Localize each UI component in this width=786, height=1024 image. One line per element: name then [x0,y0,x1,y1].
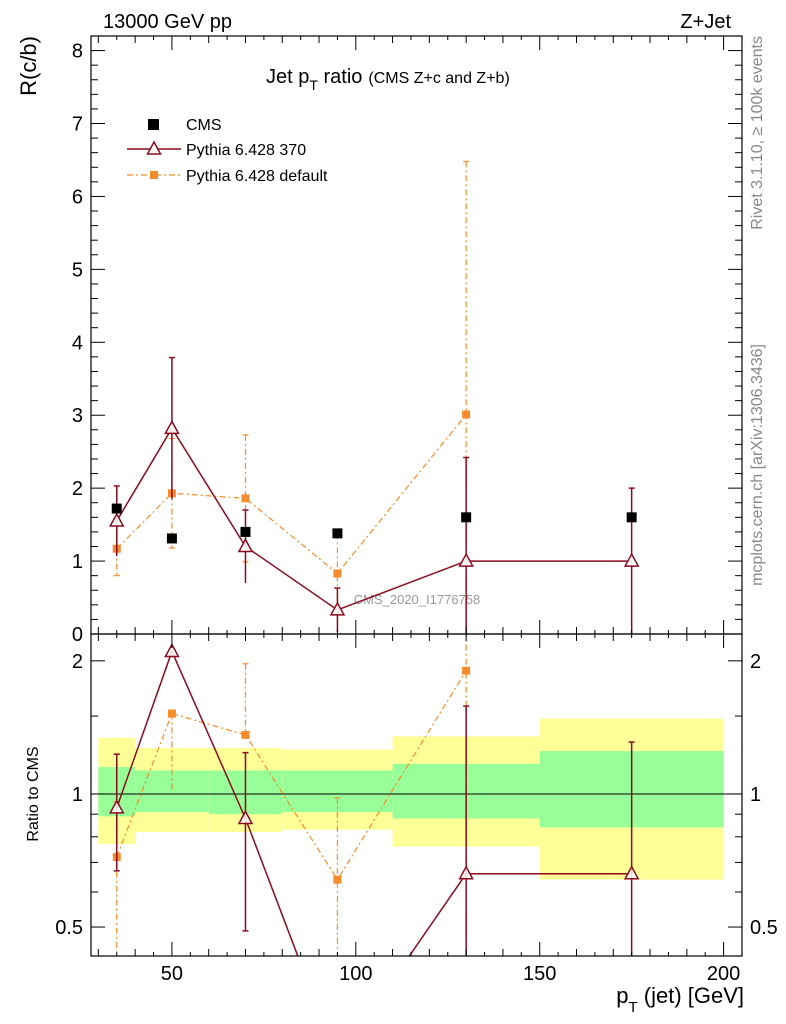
main-plot-layer [108,160,640,634]
series-line-pythia-default [116,414,467,575]
ratio-point-pythia-370 [458,865,474,880]
legend-marker-pythia-370 [146,140,162,155]
y-axis-label: R(c/b) [16,36,41,96]
point-cms [332,528,343,539]
process-label: Z+Jet [680,11,731,33]
title-paren: (CMS Z+c and Z+b) [368,70,509,87]
ratio-line-pythia-default [116,670,467,881]
y-tick-label: 2 [72,478,83,500]
point-cms [166,533,177,544]
x-label-sub: T [628,999,637,1016]
title-sub: T [309,77,318,93]
legend-marker-pythia-default [150,171,158,179]
ratio-tick-label: 2 [72,651,83,673]
legend-label-pythia-370: Pythia 6.428 370 [186,142,306,159]
rivet-version-label: Rivet 3.1.10, ≥ 100k events [749,36,766,230]
legend: CMS Pythia 6.428 370 Pythia 6.428 defaul… [127,117,328,185]
y-tick-label: 1 [72,551,83,573]
point-pythia-default [462,410,471,419]
x-label-main: p [616,983,628,1008]
y-tick-label: 5 [72,259,83,281]
y-tick-label: 6 [72,186,83,208]
ratio-y-axis-label: Ratio to CMS [25,746,42,841]
ratio-point-pythia-default [462,666,471,675]
ratio-plot-frame [90,633,743,957]
ratio-tick-label: 0.5 [55,917,83,939]
title-rest: ratio [318,66,362,88]
ratio-line-pythia-370 [116,649,632,956]
point-pythia-default [333,569,342,578]
point-pythia-370 [237,537,254,553]
plot-frames: 0 1 2 3 4 5 6 7 8 50 100 150 200 0.5 0.5 1 1 2 2 [55,35,778,985]
ratio-point-pythia-370 [108,799,125,814]
point-cms [240,526,251,537]
point-cms [111,503,122,514]
point-pythia-370 [458,552,474,567]
plot-title: Jet pT ratio (CMS Z+c and Z+b) [266,66,510,93]
ratio-point-pythia-370 [237,809,254,825]
legend-label-pythia-default: Pythia 6.428 default [186,168,328,185]
ratio-point-pythia-370 [164,642,180,658]
legend-label-cms: CMS [186,117,222,134]
ratio-point-pythia-default [333,875,342,884]
point-pythia-370 [164,419,180,435]
ratio-point-pythia-370 [623,865,640,880]
y-tick-label: 8 [72,41,83,63]
ratio-tick-label-right: 1 [750,784,761,806]
analysis-watermark: CMS_2020_I1776758 [354,592,481,607]
point-pythia-370 [108,512,125,527]
x-tick-label: 100 [339,963,372,985]
ratio-point-pythia-default [167,709,176,718]
point-pythia-default [241,494,250,503]
y-tick-label: 3 [72,405,83,427]
x-tick-label: 50 [161,963,183,985]
x-tick-label: 150 [523,963,556,985]
series-line-pythia-370 [116,426,632,611]
y-tick-label: 0 [72,624,83,646]
ratio-point-pythia-default [241,730,250,739]
point-cms [461,512,472,523]
legend-marker-cms [148,119,159,130]
ratio-tick-label-right: 2 [750,651,761,673]
point-pythia-370 [329,601,346,616]
y-tick-label: 7 [72,114,83,136]
y-tick-label: 4 [72,332,83,354]
ratio-plot-layer [91,634,742,956]
ratio-tick-label-right: 0.5 [750,917,778,939]
mcplots-label: mcplots.cern.ch [arXiv:1306.3436] [749,344,766,586]
x-axis-label: pT (jet) [GeV] [616,983,744,1016]
point-cms [626,512,637,523]
x-label-rest: (jet) [GeV] [638,983,744,1008]
ratio-band-inner [282,770,393,813]
point-pythia-370 [623,552,640,567]
energy-label: 13000 GeV pp [103,11,232,33]
ratio-tick-label: 1 [72,784,83,806]
x-tick-label: 200 [707,963,740,985]
ratio-band-inner [135,770,209,813]
title-main: Jet p [266,66,309,88]
